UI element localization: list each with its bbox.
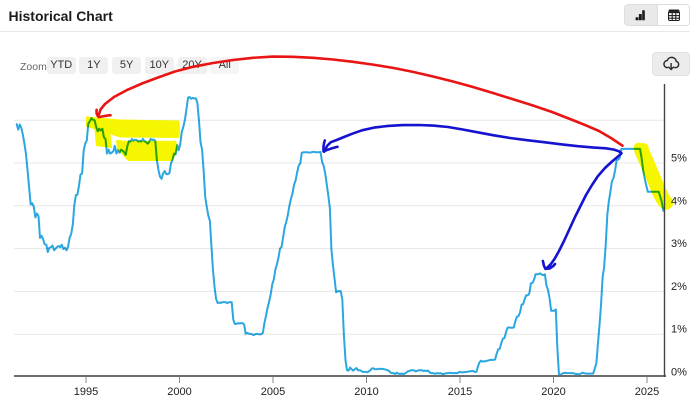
svg-text:2000: 2000: [167, 386, 191, 398]
svg-text:0%: 0%: [671, 367, 687, 379]
svg-text:3%: 3%: [671, 238, 687, 250]
svg-text:2020: 2020: [541, 386, 565, 398]
svg-text:2015: 2015: [448, 386, 472, 398]
svg-text:1%: 1%: [671, 324, 687, 336]
svg-text:2025: 2025: [635, 386, 659, 398]
svg-text:4%: 4%: [671, 195, 687, 207]
svg-text:2010: 2010: [354, 386, 378, 398]
svg-text:5%: 5%: [671, 153, 687, 165]
svg-text:1995: 1995: [74, 386, 98, 398]
svg-text:2%: 2%: [671, 281, 687, 293]
svg-text:2005: 2005: [261, 386, 285, 398]
